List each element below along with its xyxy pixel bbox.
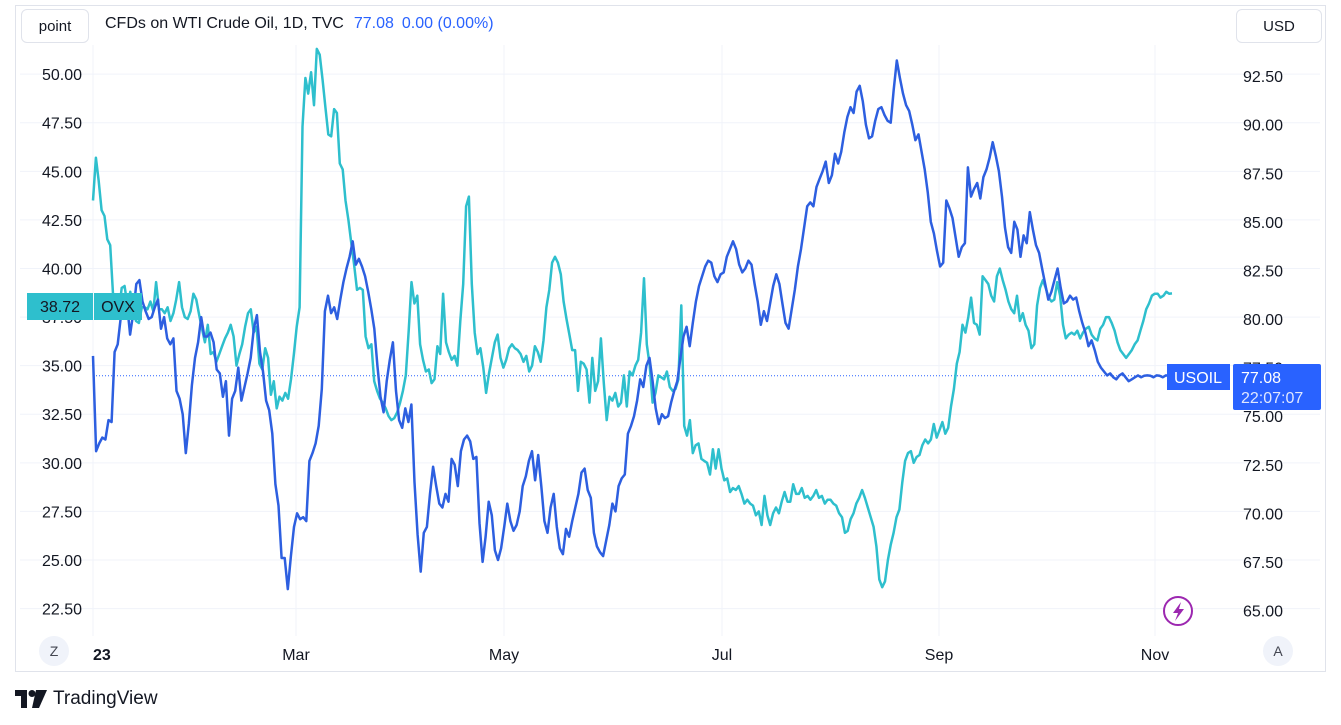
time-axis: 23 Mar May Jul Sep Nov xyxy=(93,647,1169,664)
symbol-legend[interactable]: CFDs on WTI Crude Oil, 1D, TVC 77.08 0.00 … xyxy=(105,15,494,33)
left-tick-label: 47.50 xyxy=(42,116,82,133)
right-tick-label: 72.50 xyxy=(1243,458,1283,475)
left-tick-label: 32.50 xyxy=(42,407,82,424)
right-tick-label: 75.00 xyxy=(1243,409,1283,426)
left-tick-label: 42.50 xyxy=(42,213,82,230)
ovx-badge: 38.72 OVX xyxy=(27,293,142,320)
time-tick-label: Mar xyxy=(282,647,310,664)
left-tick-label: 25.00 xyxy=(42,553,82,570)
lightning-icon[interactable] xyxy=(1163,596,1193,626)
right-tick-label: 92.50 xyxy=(1243,69,1283,86)
currency-button[interactable]: USD xyxy=(1236,9,1322,43)
ovx-badge-value: 38.72 xyxy=(40,299,80,316)
zoom-button[interactable]: Z xyxy=(39,636,69,666)
time-tick-label: May xyxy=(489,647,519,664)
usoil-badge: USOIL 77.08 22:07:07 xyxy=(1167,364,1321,410)
tradingview-logo[interactable]: TradingView xyxy=(15,688,158,710)
tradingview-logo-icon xyxy=(15,690,47,708)
left-tick-label: 30.00 xyxy=(42,456,82,473)
price-change: 0.00 (0.00%) xyxy=(401,15,494,32)
series-lines xyxy=(91,47,1173,591)
left-tick-label: 22.50 xyxy=(42,602,82,619)
usoil-badge-time: 22:07:07 xyxy=(1241,390,1303,407)
right-tick-label: 85.00 xyxy=(1243,215,1283,232)
gridlines xyxy=(20,45,1320,636)
right-tick-label: 65.00 xyxy=(1243,604,1283,621)
left-tick-label: 35.00 xyxy=(42,359,82,376)
right-tick-label: 80.00 xyxy=(1243,312,1283,329)
series-line-ovx[interactable] xyxy=(91,47,1173,589)
left-tick-label: 27.50 xyxy=(42,504,82,521)
time-tick-label: Nov xyxy=(1141,647,1169,664)
right-tick-label: 87.50 xyxy=(1243,166,1283,183)
series-line-usoil[interactable] xyxy=(91,59,1172,591)
symbol-title: CFDs on WTI Crude Oil, 1D, TVC xyxy=(105,15,344,32)
left-tick-label: 45.00 xyxy=(42,164,82,181)
right-tick-label: 70.00 xyxy=(1243,506,1283,523)
unit-button[interactable]: point xyxy=(21,9,89,43)
right-tick-label: 90.00 xyxy=(1243,118,1283,135)
right-axis: 65.0067.5070.0072.5075.0077.5080.0082.50… xyxy=(1243,69,1283,620)
time-tick-label: Sep xyxy=(925,647,954,664)
last-value: 77.08 xyxy=(353,15,394,32)
time-tick-label: 23 xyxy=(93,647,111,664)
right-tick-label: 82.50 xyxy=(1243,263,1283,280)
auto-scale-button[interactable]: A xyxy=(1263,636,1293,666)
usoil-badge-name: USOIL xyxy=(1174,370,1222,387)
left-tick-label: 40.00 xyxy=(42,261,82,278)
right-tick-label: 67.50 xyxy=(1243,555,1283,572)
ovx-badge-name: OVX xyxy=(101,299,135,316)
time-tick-label: Jul xyxy=(712,647,732,664)
left-tick-label: 50.00 xyxy=(42,67,82,84)
left-axis: 22.5025.0027.5030.0032.5035.0037.5040.00… xyxy=(42,67,82,618)
chart-frame xyxy=(15,5,1326,672)
usoil-badge-value: 77.08 xyxy=(1241,370,1281,387)
brand-name: TradingView xyxy=(53,688,158,709)
